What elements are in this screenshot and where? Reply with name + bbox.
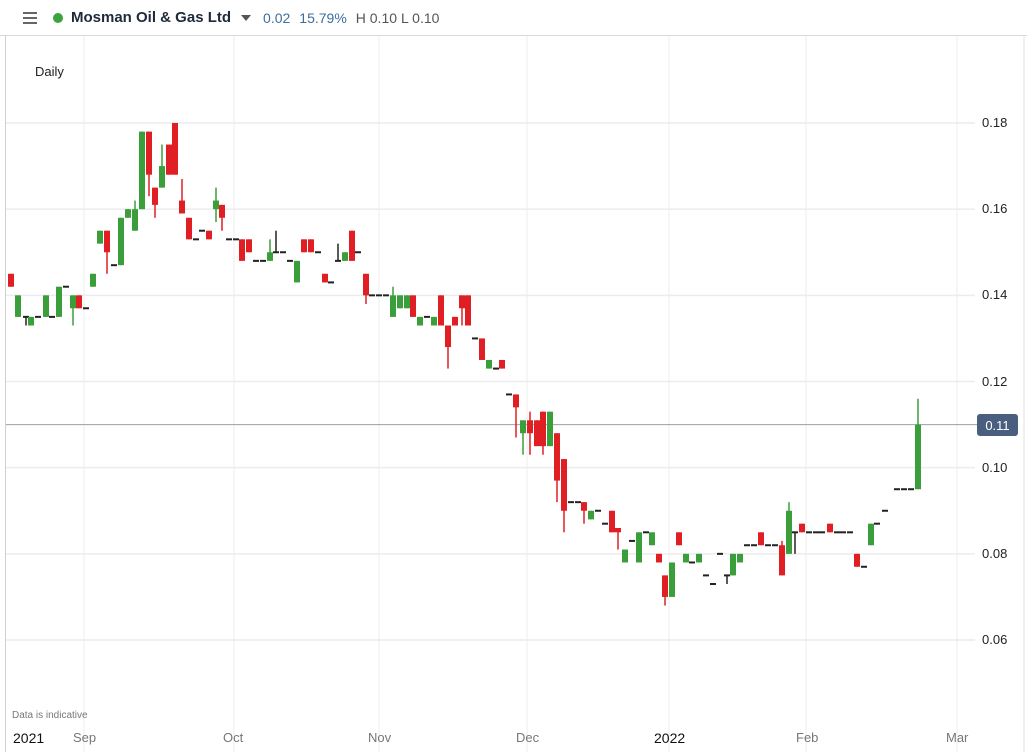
price-change-percent: 15.79% [299, 9, 347, 26]
y-tick-label: 0.18 [982, 115, 1008, 130]
disclaimer-text: Data is indicative [12, 710, 88, 721]
y-tick-label: 0.06 [982, 632, 1008, 648]
price-change: 0.02 [263, 9, 291, 26]
x-tick-label: Oct [223, 730, 244, 745]
instrument-header: Mosman Oil & Gas Ltd 0.02 15.79% H 0.10 … [0, 0, 1027, 36]
session-low: L 0.10 [401, 9, 440, 26]
y-tick-label: 0.10 [982, 459, 1008, 475]
session-high: H 0.10 [355, 9, 398, 26]
x-tick-label: Feb [796, 730, 819, 745]
instrument-title[interactable]: Mosman Oil & Gas Ltd [71, 9, 232, 26]
x-tick-label: Mar [946, 730, 969, 745]
x-tick-label: Sep [73, 730, 97, 745]
interval-label[interactable]: Daily [35, 64, 64, 79]
y-tick-label: 0.12 [982, 373, 1008, 389]
y-tick-label: 0.14 [982, 287, 1008, 303]
x-tick-label: 2021 [13, 730, 45, 746]
x-tick-label: Nov [368, 730, 392, 745]
market-status-dot [53, 12, 63, 23]
y-tick-label: 0.16 [982, 201, 1008, 217]
instrument-dropdown-chevron-down-icon[interactable] [241, 14, 252, 21]
x-tick-label: Dec [516, 730, 540, 745]
y-tick-label: 0.08 [982, 545, 1008, 561]
hamburger-menu-icon[interactable] [23, 11, 37, 24]
chart-left-border [5, 35, 6, 752]
x-tick-label: 2022 [654, 730, 686, 746]
current-price-tag: 0.11 [977, 414, 1018, 436]
